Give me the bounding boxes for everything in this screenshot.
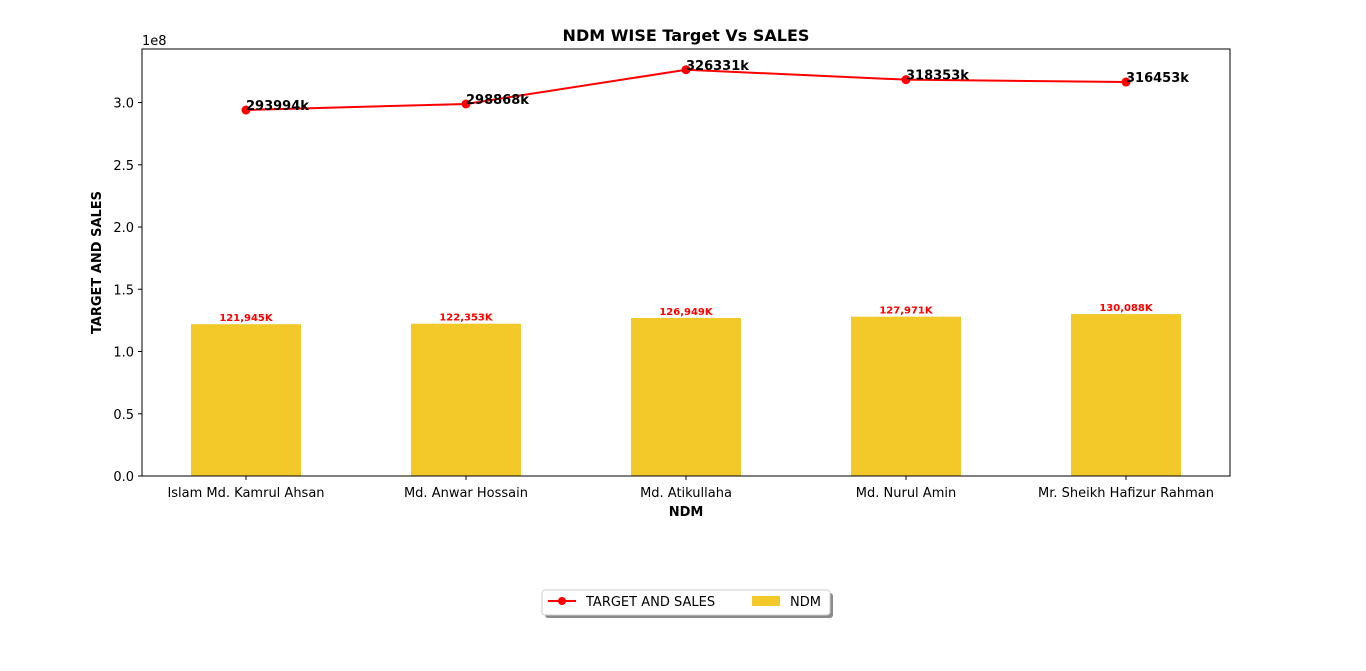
bar-data-label: 122,353K	[439, 313, 494, 324]
bar-data-label: 121,945K	[219, 313, 274, 324]
bar	[631, 317, 741, 476]
y-tick-label: 1.5	[113, 283, 134, 298]
line-point	[241, 105, 251, 115]
x-axis-label: NDM	[669, 505, 704, 520]
legend-entry-bar: NDM	[790, 595, 821, 610]
bar	[191, 324, 301, 476]
bar	[1071, 314, 1181, 476]
bar-data-label: 127,971K	[879, 306, 934, 317]
x-tick-label: Mr. Sheikh Hafizur Rahman	[1038, 486, 1214, 501]
y-offset-label: 1e8	[142, 34, 167, 49]
legend: TARGET AND SALES NDM	[541, 589, 833, 618]
line-point	[461, 99, 471, 109]
y-tick-label: 1.0	[113, 346, 134, 361]
y-tick-label: 0.5	[113, 408, 134, 423]
line-data-label: 318353k	[906, 69, 969, 84]
line-data-label: 316453k	[1126, 71, 1189, 86]
line-data-label: 293994k	[246, 99, 309, 114]
legend-line-marker	[558, 597, 566, 605]
legend-entry-line: TARGET AND SALES	[585, 595, 715, 610]
legend-bar-swatch	[752, 596, 780, 606]
y-tick-label: 2.0	[113, 221, 134, 236]
bar-data-label: 126,949K	[659, 307, 714, 318]
x-tick-label: Md. Nurul Amin	[856, 486, 956, 501]
series-line	[245, 68, 1127, 112]
line-layer: 293994k 298868k 326331k 318353k 316453k	[241, 59, 1189, 115]
x-tick-label: Islam Md. Kamrul Ahsan	[167, 486, 324, 501]
y-tick-label: 0.0	[113, 470, 134, 485]
line-point	[1121, 77, 1131, 87]
y-tick-label: 3.0	[113, 97, 134, 112]
bar	[851, 316, 961, 476]
line-data-label: 298868k	[466, 93, 529, 108]
y-axis-label: TARGET AND SALES	[90, 191, 105, 334]
bars-layer: 121,945K 122,353K 126,949K 127,971K 130,088K	[191, 303, 1181, 476]
x-axis: Islam Md. Kamrul Ahsan Md. Anwar Hossain M…	[167, 476, 1214, 501]
x-tick-label: Md. Atikullaha	[640, 486, 732, 501]
line-data-label: 326331k	[686, 59, 749, 74]
chart-title: NDM WISE Target Vs SALES	[563, 26, 810, 45]
bar-data-label: 130,088K	[1099, 303, 1154, 314]
y-tick-label: 2.5	[113, 159, 134, 174]
x-tick-label: Md. Anwar Hossain	[404, 486, 528, 501]
line-point	[681, 65, 691, 75]
bar	[411, 323, 521, 476]
line-point	[901, 75, 911, 85]
y-axis: 0.0 0.5 1.0 1.5 2.0 2.5 3.0	[113, 97, 142, 485]
